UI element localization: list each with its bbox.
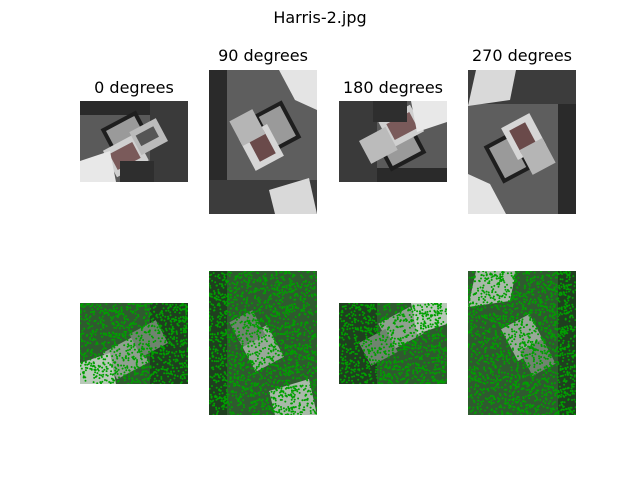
figure-title: Harris-2.jpg	[273, 8, 367, 27]
image-0-degrees	[80, 101, 188, 182]
keypoint-markers	[209, 271, 317, 415]
keypoint-markers	[339, 303, 447, 384]
keypoints-90-degrees	[209, 271, 317, 415]
keypoint-markers	[80, 303, 188, 384]
keypoints-0-degrees	[80, 303, 188, 384]
column-title-270: 270 degrees	[471, 46, 573, 65]
image-270-degrees	[468, 70, 576, 214]
keypoints-270-degrees	[468, 271, 576, 415]
keypoint-markers	[468, 271, 576, 415]
keypoints-180-degrees	[339, 303, 447, 384]
column-title-180: 180 degrees	[342, 78, 444, 97]
image-90-degrees	[209, 70, 317, 214]
image-180-degrees	[339, 101, 447, 182]
column-title-0: 0 degrees	[94, 78, 174, 97]
column-title-90: 90 degrees	[218, 46, 308, 65]
